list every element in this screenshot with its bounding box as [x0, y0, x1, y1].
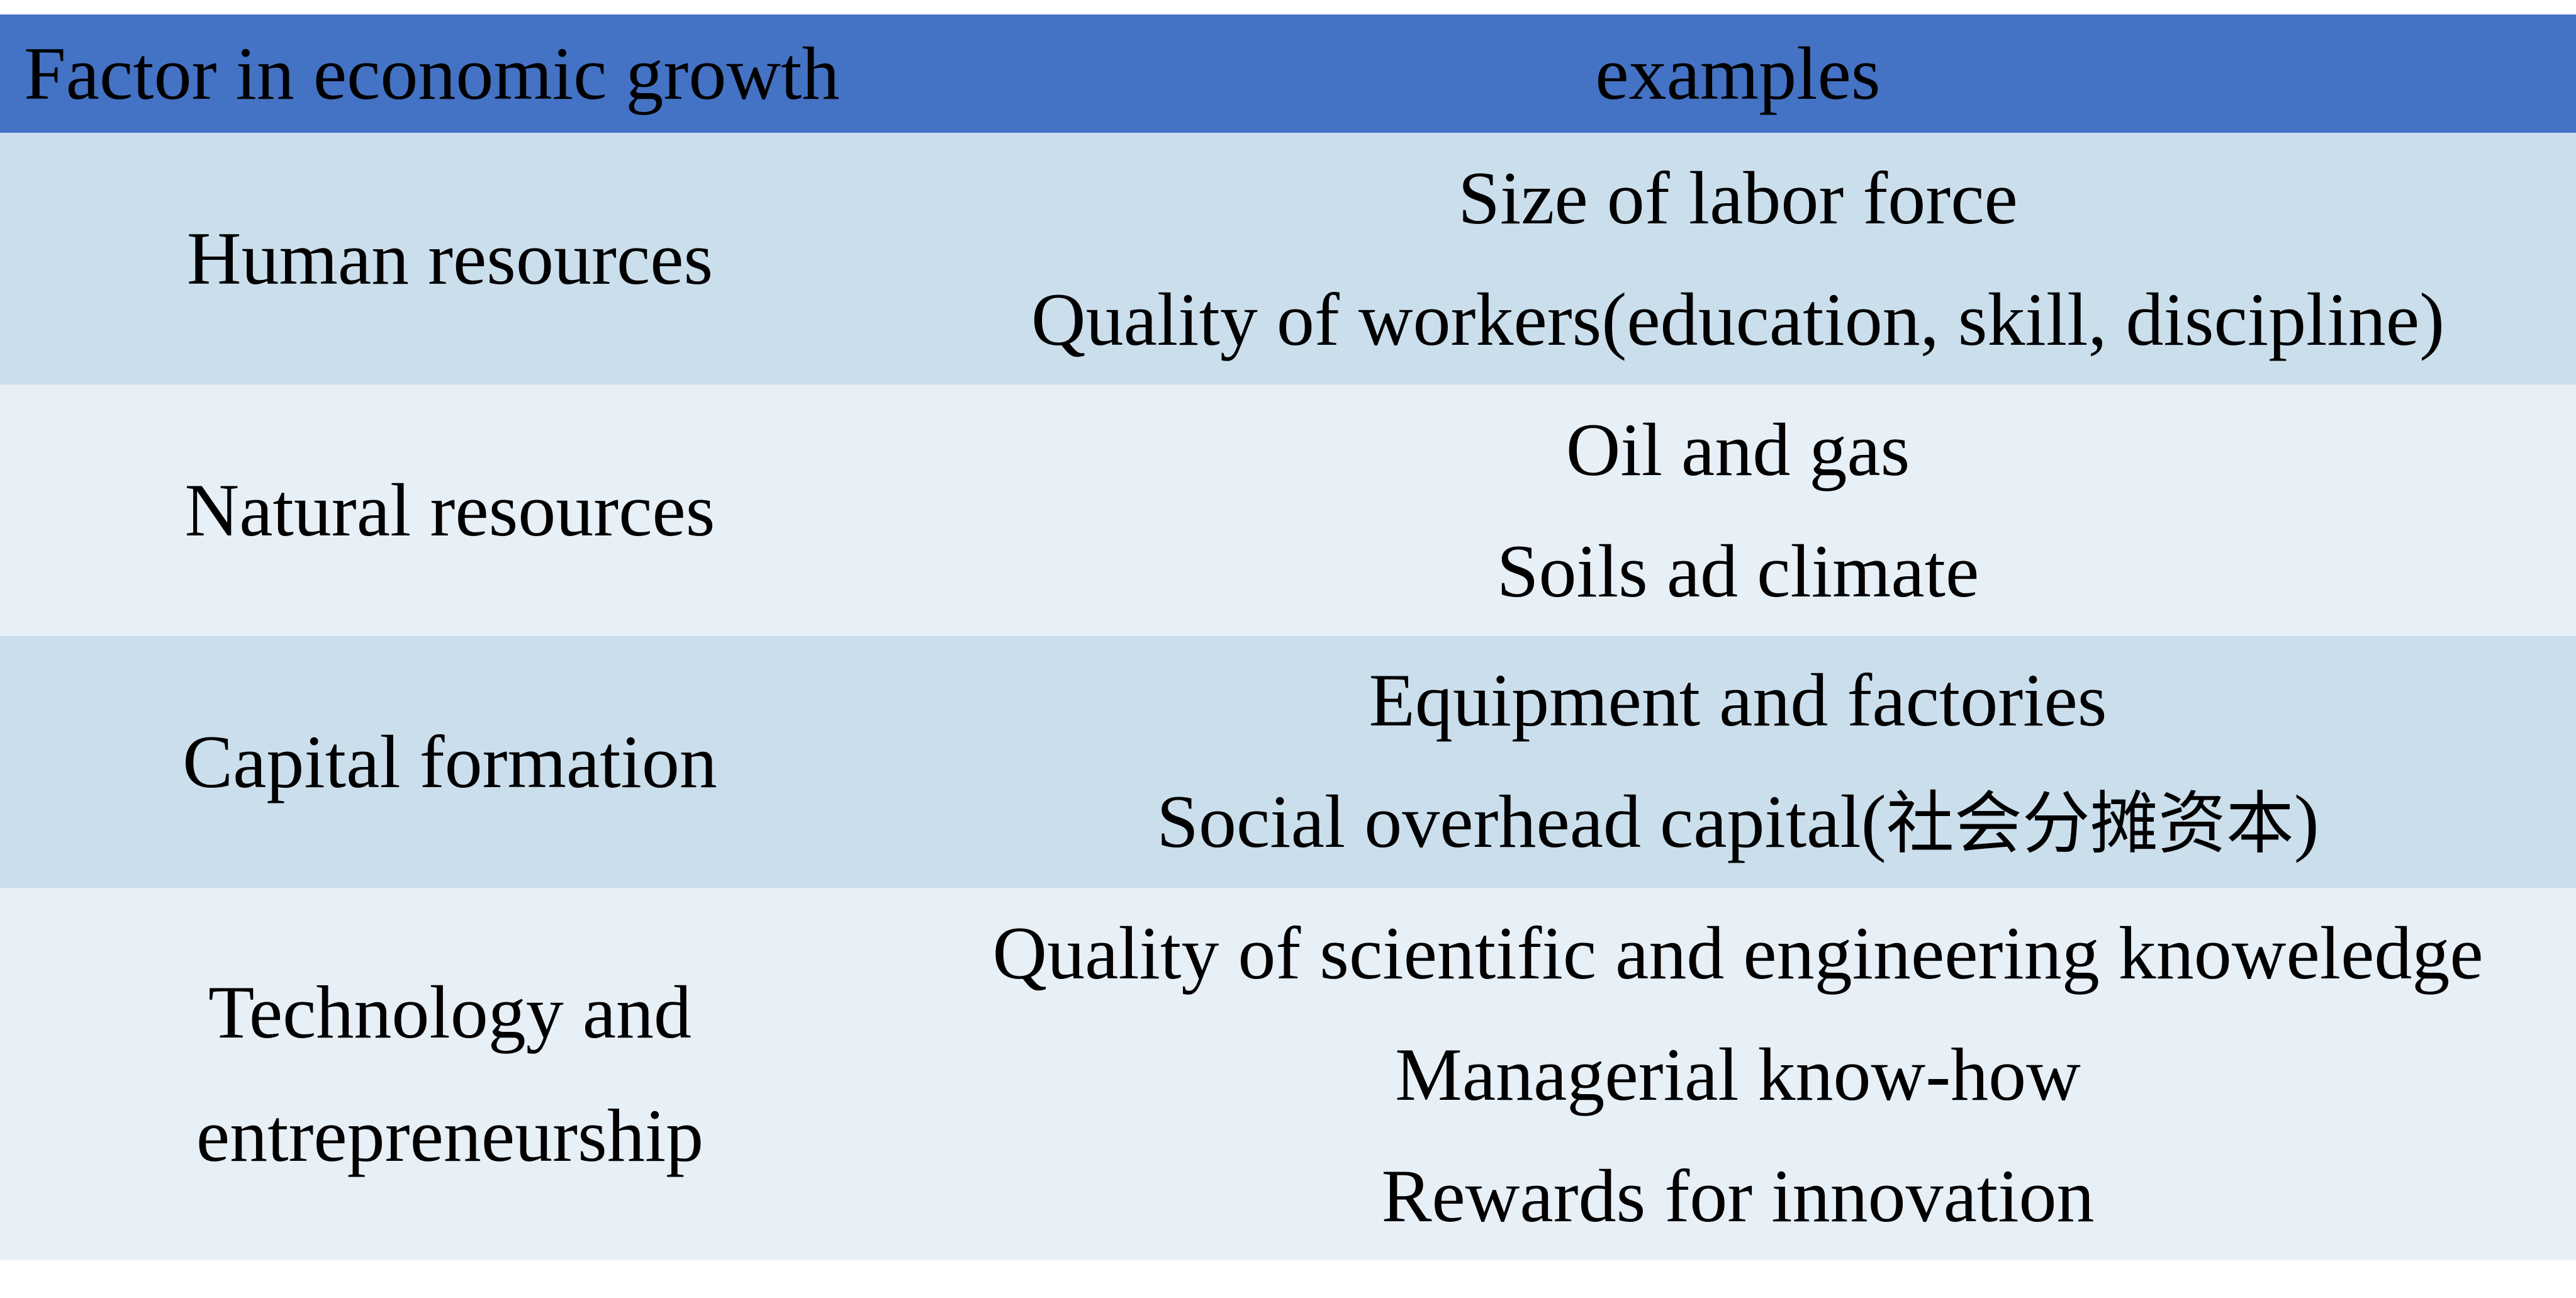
example-item: Soils ad climate: [1496, 529, 1980, 613]
examples-cell: Oil and gas Soils ad climate: [900, 384, 2576, 636]
table-row-capital-formation: Capital formation Equipment and factorie…: [0, 636, 2576, 888]
header-cell-factor: Factor in economic growth: [0, 14, 900, 133]
factor-label-line: Technology and: [208, 970, 692, 1054]
table-row-technology: Technology and entrepreneurship Quality …: [0, 888, 2576, 1260]
example-item: Quality of scientific and engineering kn…: [992, 910, 2484, 995]
factor-cell: Capital formation: [0, 636, 900, 888]
header-examples-label: examples: [1595, 31, 1881, 115]
factor-cell: Technology and entrepreneurship: [0, 888, 900, 1260]
factor-label: Capital formation: [182, 720, 717, 803]
examples-cell: Equipment and factories Social overhead …: [900, 636, 2576, 888]
examples-cell: Quality of scientific and engineering kn…: [900, 888, 2576, 1260]
table-row-human-resources: Human resources Size of labor force Qual…: [0, 133, 2576, 384]
factor-label: Natural resources: [184, 468, 715, 552]
factor-cell: Human resources: [0, 133, 900, 384]
factor-cell: Natural resources: [0, 384, 900, 636]
example-item: Size of labor force: [1458, 156, 2018, 240]
economic-growth-table: Factor in economic growth examples Human…: [0, 14, 2576, 1260]
example-item: Quality of workers(education, skill, dis…: [1031, 277, 2445, 361]
examples-cell: Size of labor force Quality of workers(e…: [900, 133, 2576, 384]
example-item: Equipment and factories: [1369, 658, 2107, 742]
example-item: Managerial know-how: [1395, 1032, 2081, 1116]
example-item: Rewards for innovation: [1381, 1153, 2095, 1238]
header-factor-label: Factor in economic growth: [24, 31, 840, 115]
table-header-row: Factor in economic growth examples: [0, 14, 2576, 133]
header-cell-examples: examples: [900, 14, 2576, 133]
factor-label-line: entrepreneurship: [196, 1094, 704, 1177]
example-item: Social overhead capital(社会分摊资本): [1156, 780, 2319, 863]
factor-label: Human resources: [186, 216, 714, 300]
table-row-natural-resources: Natural resources Oil and gas Soils ad c…: [0, 384, 2576, 636]
example-item: Oil and gas: [1565, 408, 1910, 491]
